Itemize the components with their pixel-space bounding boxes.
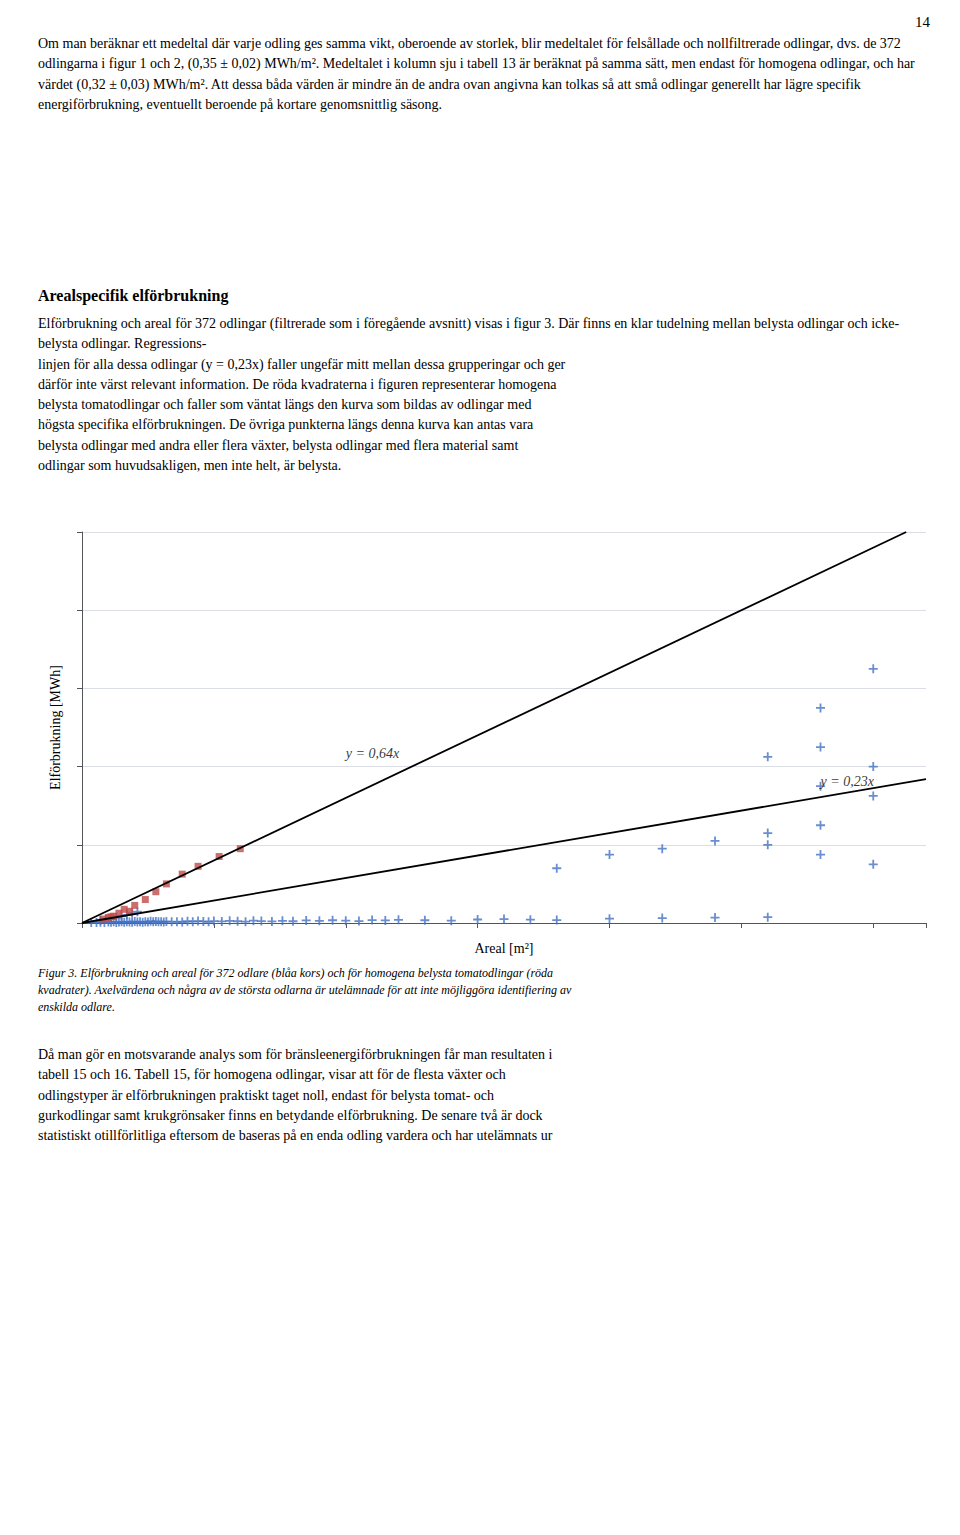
svg-text:y = 0,23x: y = 0,23x xyxy=(819,774,875,789)
svg-text:y = 0,64x: y = 0,64x xyxy=(344,746,400,761)
html-text:Figur 3. Elförbrukning och are: Figur 3. Elförbrukning och areal för 372… xyxy=(38,966,572,1014)
html-text:14: 14 xyxy=(915,14,930,30)
html-text:Om man beräknar ett medeltal d: Om man beräknar ett medeltal där varje o… xyxy=(38,36,915,112)
html-text:Elförbrukning och areal för 37: Elförbrukning och areal för 372 odlingar… xyxy=(38,316,900,474)
html-text:Arealspecifik elförbrukning: Arealspecifik elförbrukning xyxy=(38,287,229,304)
html-text:Då man gör en motsvarande anal: Då man gör en motsvarande analys som för… xyxy=(38,1047,553,1144)
svg-text:Elförbrukning [MWh]: Elförbrukning [MWh] xyxy=(48,665,63,790)
svg-text:Areal [m²]: Areal [m²] xyxy=(474,941,533,956)
